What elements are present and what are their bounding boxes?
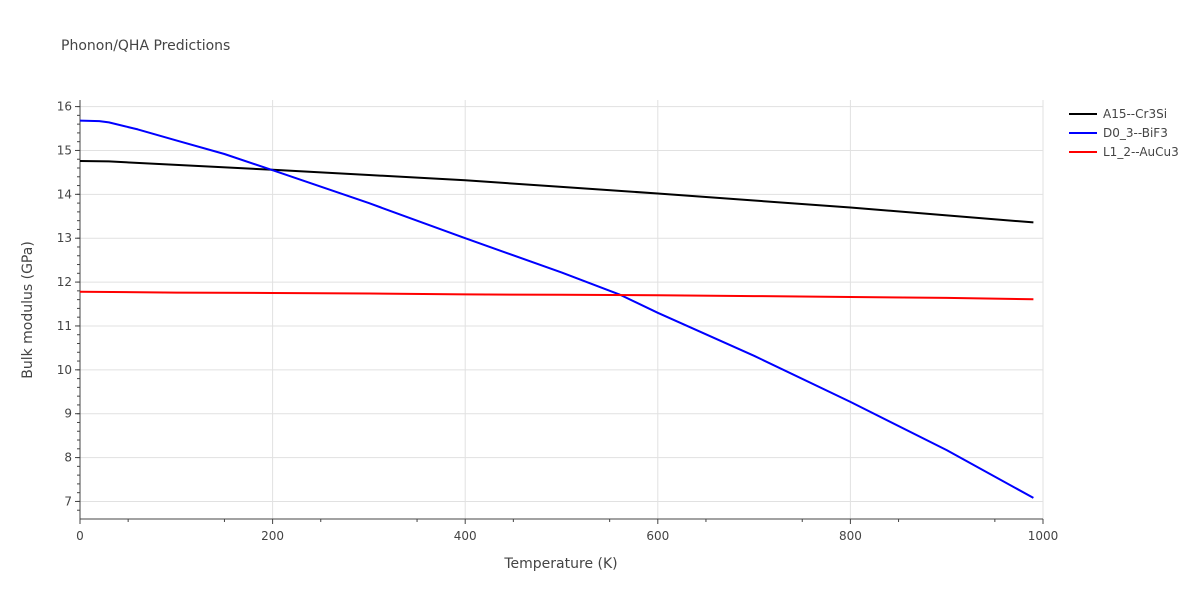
y-tick-label: 12 <box>57 275 72 289</box>
legend-item[interactable]: D0_3--BiF3 <box>1069 126 1168 140</box>
y-tick-label: 7 <box>64 494 72 508</box>
legend-item[interactable]: L1_2--AuCu3 <box>1069 145 1179 159</box>
x-tick-label: 600 <box>646 529 669 543</box>
y-tick-label: 8 <box>64 451 72 465</box>
grid-layer <box>80 100 1044 519</box>
y-tick-label: 10 <box>57 363 72 377</box>
chart-title: Phonon/QHA Predictions <box>61 38 230 54</box>
y-tick-label: 15 <box>57 143 72 157</box>
axes-layer: 0 200 400 600 800 1000 7 8 9 10 11 12 13 14 15 16 <box>57 100 1059 543</box>
y-tick-label: 13 <box>57 231 72 245</box>
legend-label: A15--Cr3Si <box>1103 107 1167 121</box>
x-tick-label: 800 <box>839 529 862 543</box>
y-tick-label: 14 <box>57 187 72 201</box>
legend-item[interactable]: A15--Cr3Si <box>1069 107 1167 121</box>
y-tick-label: 16 <box>57 100 72 114</box>
x-axis-title: Temperature (K) <box>503 556 617 572</box>
y-axis-title: Bulk modulus (GPa) <box>20 241 36 379</box>
x-tick-label: 400 <box>454 529 477 543</box>
series-line-1 <box>79 119 1034 499</box>
y-tick-label: 11 <box>57 319 72 333</box>
x-tick-label: 200 <box>261 529 284 543</box>
y-tick-label: 9 <box>64 407 72 421</box>
x-tick-label: 1000 <box>1028 529 1059 543</box>
series-line-0 <box>79 160 1034 224</box>
series-layer <box>79 119 1034 499</box>
x-tick-label: 0 <box>76 529 84 543</box>
legend-label: D0_3--BiF3 <box>1103 126 1168 140</box>
series-line-2 <box>79 290 1034 301</box>
legend: A15--Cr3Si D0_3--BiF3 L1_2--AuCu3 <box>1069 107 1179 159</box>
legend-label: L1_2--AuCu3 <box>1103 145 1179 159</box>
